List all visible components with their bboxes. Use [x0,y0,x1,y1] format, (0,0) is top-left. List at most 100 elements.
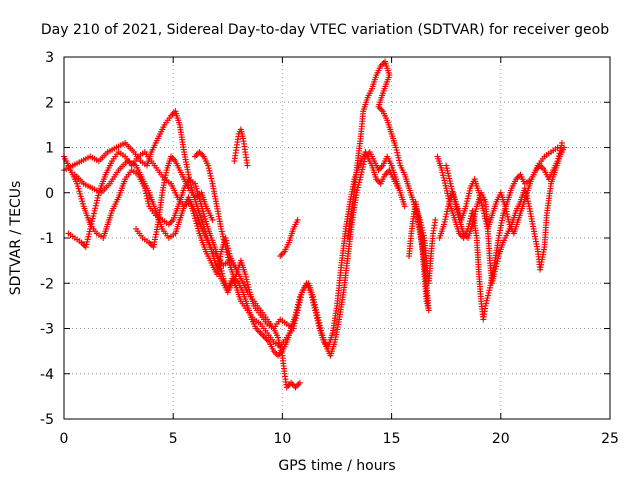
data-point [260,333,267,340]
data-point [417,219,424,226]
data-point [84,236,91,243]
data-point [95,192,102,199]
data-point [318,327,325,334]
data-point [504,213,511,220]
data-point [144,195,151,202]
data-point [442,182,449,189]
data-point [465,225,472,232]
data-point [443,211,450,218]
data-point [446,200,453,207]
data-point [396,157,403,164]
data-point [207,172,214,179]
data-point [311,301,318,308]
data-point [92,205,99,212]
data-point [314,314,321,321]
data-point [558,142,565,149]
data-point [296,296,303,303]
data-point [483,297,490,304]
data-point [206,167,213,174]
x-tick-label: 20 [492,431,510,447]
data-point [276,342,283,349]
data-point [92,202,99,209]
data-point [392,144,399,151]
data-point [312,304,319,311]
y-tick-label: 1 [45,141,54,157]
data-point [504,211,511,218]
data-point [470,218,477,225]
data-point [359,163,366,170]
data-point [480,210,487,217]
data-point [93,200,100,207]
data-point [466,187,473,194]
data-point [480,207,487,214]
data-point [186,174,193,181]
data-point [314,311,321,318]
data-point [441,218,448,225]
data-point [446,178,453,185]
data-point [396,160,403,167]
data-point [485,292,492,299]
data-point [278,251,285,258]
data-point [167,219,174,226]
data-point [221,238,228,245]
data-point [187,179,194,186]
data-point [169,111,176,118]
data-point [477,197,484,204]
data-point [354,184,361,191]
data-point [196,149,203,156]
data-point [556,150,563,157]
data-point [557,145,564,152]
data-point [394,149,401,156]
data-point [220,236,227,243]
data-point [220,233,227,240]
data-point [313,306,320,313]
data-point [218,267,225,274]
data-point [89,215,96,222]
data-point [221,241,228,248]
x-tick-label: 25 [601,431,619,447]
data-point [292,384,299,391]
data-point [86,228,93,235]
data-point [259,331,266,338]
data-point [225,256,232,263]
data-point [222,244,229,251]
data-point [441,180,448,187]
data-point [464,195,471,202]
data-point [315,317,322,324]
data-point [465,223,472,230]
data-point [406,253,413,260]
x-axis-label: GPS time / hours [278,458,395,474]
data-point [293,382,300,389]
x-tick-label: 0 [60,431,69,447]
data-point [448,183,455,190]
data-point [354,187,361,194]
data-point [482,302,489,309]
data-points [61,58,568,391]
data-point [443,165,450,172]
data-point [401,203,408,210]
data-point [85,233,92,240]
data-point [208,178,215,185]
data-point [447,180,454,187]
data-point [439,169,446,176]
data-point [197,150,204,157]
data-point [242,273,249,280]
data-point [376,105,383,112]
data-point [558,139,565,146]
data-point [484,295,491,302]
chart-title: Day 210 of 2021, Sidereal Day-to-day VTE… [41,22,609,38]
data-point [443,162,450,169]
data-point [465,192,472,199]
data-point [482,215,489,222]
data-point [233,266,240,273]
y-tick-label: 3 [45,50,54,66]
data-point [316,319,323,326]
data-point [395,154,402,161]
data-point [94,194,101,201]
data-point [445,170,452,177]
data-point [143,192,150,199]
data-point [283,384,290,391]
data-point [87,223,94,230]
data-point [505,216,512,223]
data-point [244,281,251,288]
